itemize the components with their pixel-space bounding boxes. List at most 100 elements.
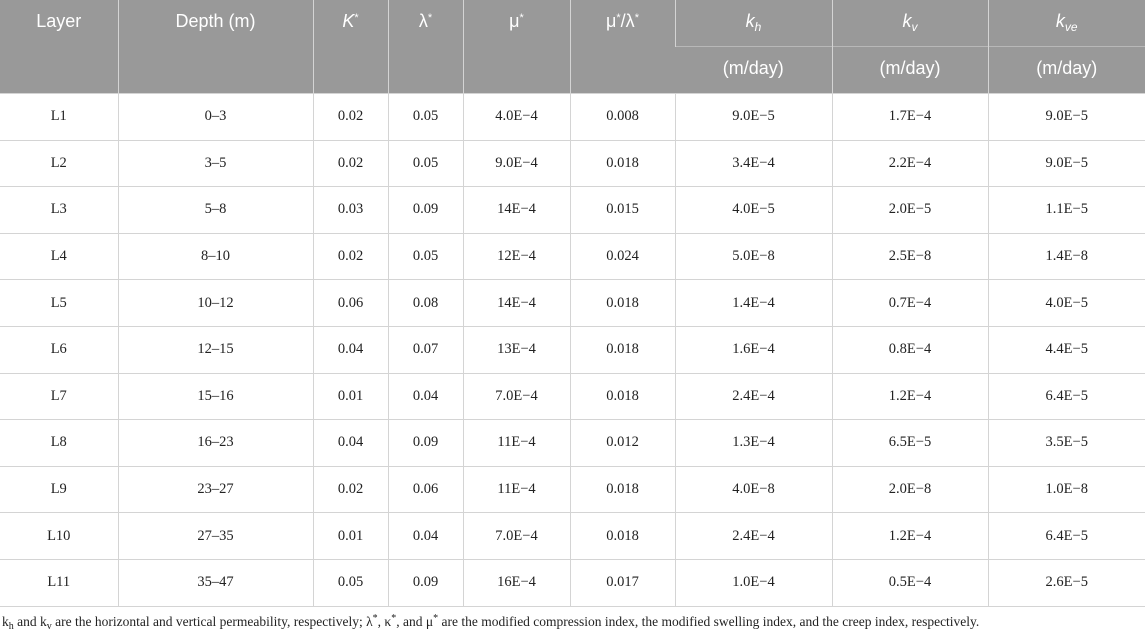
table-cell: L10	[0, 512, 119, 560]
header-sup: *	[427, 12, 433, 24]
table-cell: L9	[0, 465, 119, 514]
header-sup: *	[519, 12, 524, 24]
table-cell: 27–35	[117, 512, 314, 560]
table-cell: 0.018	[569, 372, 676, 421]
table-cell: 12–15	[117, 325, 314, 374]
table-cell: 12E−4	[462, 232, 571, 281]
table-cell: 7.0E−4	[462, 512, 571, 560]
table-cell: 0.02	[312, 232, 389, 281]
table-cell: 0.04	[387, 512, 464, 560]
table-cell: 1.2E−4	[831, 372, 989, 421]
table-cell: L3	[0, 186, 119, 234]
table-cell: 0.05	[387, 139, 464, 188]
table-cell: 1.0E−8	[987, 465, 1145, 514]
footnote-text: , κ	[377, 613, 392, 629]
table-cell: 10–12	[117, 279, 314, 327]
header-sub: h	[754, 20, 762, 34]
table-cell: L8	[0, 419, 119, 467]
unit-cell: (m/day)	[675, 46, 832, 94]
table-cell: 0–3	[117, 93, 314, 141]
table-cell: 0.07	[387, 325, 464, 374]
footnote-text: are the modified compression index, the …	[438, 613, 980, 629]
table-cell: 4.0E−4	[462, 93, 571, 141]
header-cell: kh	[674, 0, 832, 47]
table-cell: 15–16	[117, 372, 314, 421]
footnote-text: and k	[13, 613, 47, 629]
footnote-text: k	[2, 613, 9, 629]
table-cell: 0.5E−4	[831, 558, 989, 607]
table-cell: 4.0E−8	[674, 465, 833, 514]
table-cell: 5–8	[117, 186, 314, 234]
table-cell: 0.018	[569, 512, 676, 560]
table-cell: 1.0E−4	[674, 558, 833, 607]
table-cell: 0.015	[569, 186, 676, 234]
table-cell: 2.5E−8	[831, 232, 989, 281]
table-cell: 7.0E−4	[462, 372, 571, 421]
header-text: Layer	[36, 11, 82, 31]
unit-cell: (m/day)	[831, 46, 988, 94]
table-cell: 0.017	[569, 558, 676, 607]
table-cell: 16E−4	[462, 558, 571, 607]
table-cell: 0.04	[312, 419, 389, 467]
header-text: k	[902, 11, 912, 31]
table-cell: 0.08	[387, 279, 464, 327]
table-cell: 0.05	[387, 93, 464, 141]
table-row: L9 23–27 0.02 0.06 11E−4 0.018 4.0E−8 2.0E−8 1.0…	[0, 465, 1145, 514]
header-text: k	[745, 11, 755, 31]
header-cell: Depth (m)	[117, 0, 313, 94]
header-text: μ	[509, 11, 520, 31]
header-sup: *	[354, 12, 359, 24]
table-cell: 0.024	[569, 232, 676, 281]
table-cell: 6.5E−5	[831, 419, 989, 467]
header-cell: Layer	[0, 0, 118, 94]
table-cell: 2.0E−5	[831, 186, 989, 234]
table-cell: 4.0E−5	[674, 186, 833, 234]
table-cell: 0.01	[312, 372, 389, 421]
table-cell: L6	[0, 325, 119, 374]
table-cell: 9.0E−4	[462, 139, 571, 188]
header-text: k	[1055, 11, 1065, 31]
table-row: L10 27–35 0.01 0.04 7.0E−4 0.018 2.4E−4 1.2E−4 6…	[0, 512, 1145, 560]
header-cell: μ*	[462, 0, 570, 94]
table-row: L3 5–8 0.03 0.09 14E−4 0.015 4.0E−5 2.0E−5 1.1E−…	[0, 186, 1145, 234]
table-cell: 0.7E−4	[831, 279, 989, 327]
table-row: L7 15–16 0.01 0.04 7.0E−4 0.018 2.4E−4 1.2E−4 6.…	[0, 372, 1145, 421]
table-cell: L7	[0, 372, 119, 421]
footnote-text: , and μ	[396, 613, 434, 629]
table-cell: 0.03	[312, 186, 389, 234]
header-sub: v	[911, 20, 918, 34]
table-row: L6 12–15 0.04 0.07 13E−4 0.018 1.6E−4 0.8E−4 4.4…	[0, 325, 1145, 374]
table-cell: 0.02	[312, 93, 389, 141]
header-sup: *	[634, 12, 639, 24]
footnote-sup: *	[433, 612, 439, 624]
table-cell: 1.1E−5	[987, 186, 1145, 234]
table-cell: 6.4E−5	[987, 372, 1145, 421]
header-cell: μ*/λ*	[569, 0, 675, 94]
table-cell: 35–47	[117, 558, 314, 607]
table-cell: L1	[0, 93, 119, 141]
table-cell: 1.7E−4	[831, 93, 989, 141]
header-sup: *	[616, 12, 621, 24]
header-text: μ	[606, 11, 617, 31]
table-cell: 0.018	[569, 279, 676, 327]
header-text: Depth (m)	[175, 11, 256, 31]
footnote-text: are the horizontal and vertical permeabi…	[51, 613, 373, 629]
table-cell: 4.4E−5	[987, 325, 1145, 374]
table-cell: 3.4E−4	[674, 139, 833, 188]
table-cell: 14E−4	[462, 279, 571, 327]
table-cell: 2.0E−8	[831, 465, 989, 514]
table-cell: 16–23	[117, 419, 314, 467]
table-cell: 2.4E−4	[674, 372, 833, 421]
header-text: /λ	[620, 11, 635, 31]
table-cell: 0.09	[387, 558, 464, 607]
table-body: L1 0–3 0.02 0.05 4.0E−4 0.008 9.0E−5 1.7E−4 9.0E…	[0, 93, 1145, 607]
header-text: λ	[418, 11, 428, 31]
table-cell: 0.008	[569, 93, 676, 141]
table-cell: 0.018	[569, 465, 676, 514]
table-row: L5 10–12 0.06 0.08 14E−4 0.018 1.4E−4 0.7E−4 4.0…	[0, 279, 1145, 327]
unit-cell: (m/day)	[987, 46, 1145, 94]
table-cell: 14E−4	[462, 186, 571, 234]
table-cell: 1.4E−4	[674, 279, 833, 327]
table-row: L8 16–23 0.04 0.09 11E−4 0.012 1.3E−4 6.5E−5 3.5…	[0, 419, 1145, 467]
